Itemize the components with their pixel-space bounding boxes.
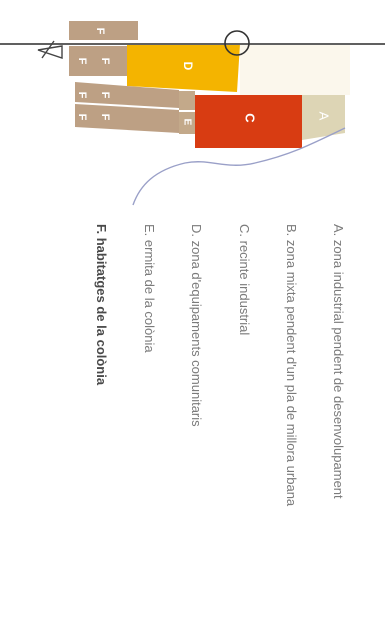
- zone-b: [240, 44, 350, 95]
- zone-e-bottom: [179, 112, 195, 134]
- zone-label-f-2a: F: [76, 58, 88, 65]
- zone-label-f-2b: F: [99, 58, 111, 65]
- legend-item-d: D. zona d'equipaments comunitaris: [189, 224, 204, 427]
- zone-d: [127, 44, 240, 92]
- zone-label-c: C: [243, 113, 258, 123]
- zone-label-a: A: [317, 112, 332, 121]
- zone-label-f-3a: F: [76, 92, 88, 99]
- circle-marker-icon: [224, 30, 250, 56]
- zone-label-f-4b: F: [99, 114, 111, 121]
- zone-f-3: [75, 82, 179, 108]
- zone-label-e: E: [181, 119, 192, 126]
- zone-f-4: [75, 104, 179, 133]
- zone-c: [195, 95, 302, 148]
- legend: A. zona industrial pendent de desenvolup…: [0, 224, 385, 624]
- zone-label-f-3b: F: [99, 92, 111, 99]
- legend-item-a: A. zona industrial pendent de desenvolup…: [331, 224, 346, 499]
- north-arrow-icon: [37, 40, 63, 59]
- river-line: [132, 127, 346, 206]
- zone-f-2: [69, 46, 127, 76]
- zone-label-f-4a: F: [76, 114, 88, 121]
- legend-item-c: C. recinte industrial: [237, 224, 252, 336]
- zone-a: [302, 95, 345, 140]
- zone-label-f-1: F: [94, 28, 106, 35]
- legend-item-e: E. ermita de la colònia: [142, 224, 157, 353]
- zone-e-top: [179, 91, 195, 110]
- legend-item-f: F. habitatges de la colònia: [94, 224, 109, 386]
- zone-f-1: [69, 21, 138, 40]
- zone-label-d: D: [181, 62, 195, 71]
- legend-item-b: B. zona mixta pendent d'un pla de millor…: [284, 224, 299, 507]
